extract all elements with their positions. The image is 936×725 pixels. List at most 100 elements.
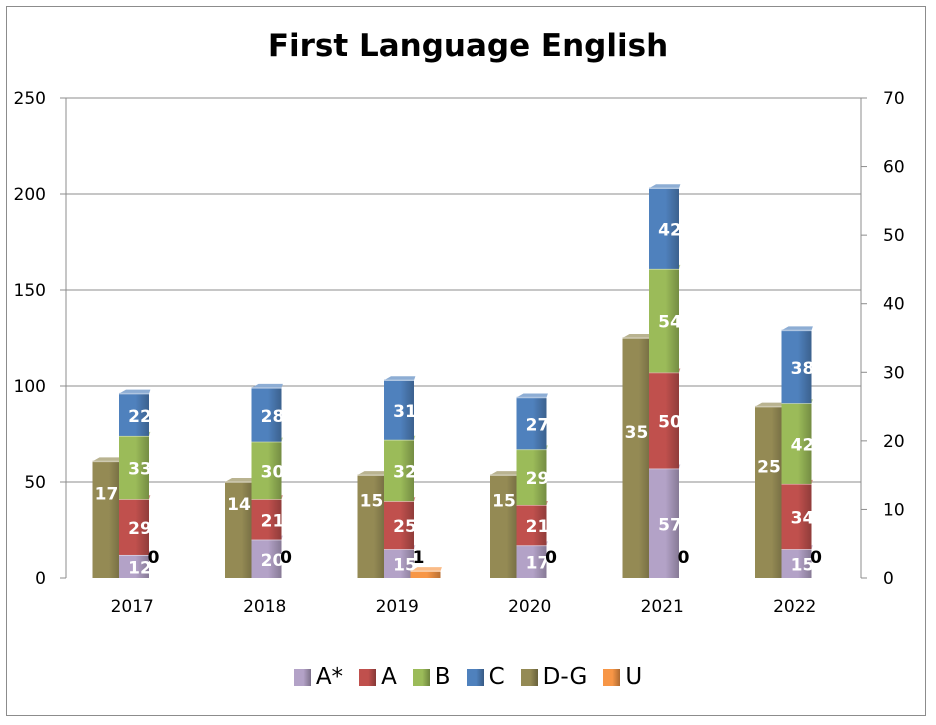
data-label-u: 0 [678, 548, 690, 568]
chart-frame [6, 6, 926, 716]
data-label-b: 29 [526, 469, 550, 489]
data-label-a: 50 [658, 413, 682, 433]
bar-dg [622, 334, 654, 578]
legend: A* A B C D-G U [0, 660, 936, 694]
data-label-dg: 17 [95, 485, 119, 505]
bar-u-face [410, 571, 441, 578]
data-label-dg: 25 [757, 457, 781, 477]
data-label-astar: 15 [393, 556, 417, 576]
bar-b-shade [268, 441, 282, 500]
bar-c-top [119, 389, 151, 394]
bar-b-shade [135, 435, 149, 500]
data-label-u: 0 [810, 548, 822, 568]
category-label: 2022 [773, 597, 816, 617]
right-tick-label: 50 [883, 226, 905, 246]
bar-c-shade [400, 380, 414, 440]
bar-astar-shade [798, 549, 812, 578]
data-label-c: 28 [261, 407, 285, 427]
bar-astar-shade [268, 539, 282, 578]
data-label-b: 42 [791, 436, 815, 456]
data-label-astar: 17 [526, 554, 550, 574]
bar-dg-top [92, 457, 124, 462]
bar-b-shade [665, 268, 679, 373]
bar-c-shade [798, 330, 812, 404]
data-label-astar: 57 [658, 515, 682, 535]
bar-astar-shade [665, 468, 679, 578]
data-label-a: 29 [128, 519, 152, 539]
category-label: 2021 [641, 597, 684, 617]
bar-u-shade [427, 571, 441, 578]
bar-dg-top [225, 478, 257, 482]
legend-label: C [488, 664, 505, 690]
bar-c-shade [135, 393, 149, 436]
data-label-b: 33 [128, 460, 152, 480]
bar-c-shade [533, 397, 547, 450]
right-tick-label: 60 [883, 158, 905, 178]
bar-b-shade [400, 439, 414, 502]
right-tick-label: 40 [883, 295, 905, 315]
bar-c [649, 184, 681, 269]
legend-entry: A [359, 664, 397, 690]
bar-c [781, 326, 813, 404]
bar-a-shade [268, 499, 282, 540]
data-label-dg: 14 [227, 495, 251, 515]
legend-entry: D-G [520, 664, 587, 690]
bar-c [251, 383, 283, 442]
data-label-a: 25 [393, 517, 417, 537]
data-label-u: 0 [280, 548, 292, 568]
data-label-u: 1 [413, 548, 425, 568]
legend-entry: U [603, 664, 642, 690]
right-tick-label: 0 [883, 569, 894, 589]
data-label-c: 38 [791, 359, 815, 379]
data-label-c: 42 [658, 221, 682, 241]
data-label-a: 21 [526, 517, 550, 537]
legend-swatch [466, 668, 484, 686]
chart-title: First Language English [267, 28, 669, 64]
legend-label: A [381, 664, 397, 690]
left-tick-label: 250 [14, 89, 46, 109]
data-label-astar: 20 [261, 551, 285, 571]
bar-a-shade [135, 499, 149, 555]
data-label-c: 31 [393, 402, 417, 422]
data-label-c: 27 [526, 415, 550, 435]
left-tick-label: 150 [14, 281, 46, 301]
bar-astar [649, 464, 681, 578]
left-tick-label: 0 [35, 569, 46, 589]
bar-c-top [649, 184, 681, 189]
right-tick-label: 10 [883, 500, 905, 520]
bar-a-shade [533, 505, 547, 546]
bar-a-shade [798, 483, 812, 550]
data-label-u: 0 [148, 548, 160, 568]
category-label: 2017 [111, 597, 154, 617]
data-label-c: 22 [128, 407, 152, 427]
bar-dg-top [755, 402, 787, 407]
bar-dg [490, 471, 522, 578]
bar-c-shade [665, 188, 679, 269]
bar-astar-shade [533, 545, 547, 578]
bar-c-top [251, 383, 283, 388]
data-label-a: 34 [791, 509, 815, 529]
legend-entry: A* [293, 664, 343, 690]
category-label: 2020 [508, 597, 551, 617]
data-label-b: 30 [261, 462, 285, 482]
right-tick-label: 20 [883, 432, 905, 452]
legend-swatch [359, 668, 377, 686]
right-tick-label: 70 [883, 89, 905, 109]
bar-dg-top [622, 334, 654, 338]
legend-entry: C [466, 664, 505, 690]
legend-swatch [412, 668, 430, 686]
bar-c-top [781, 326, 813, 331]
data-label-u: 0 [545, 548, 557, 568]
legend-entry: B [412, 664, 451, 690]
legend-label: B [434, 664, 451, 690]
bar-c [119, 389, 151, 436]
bar-a [384, 497, 416, 550]
data-label-a: 21 [261, 511, 285, 531]
data-label-dg: 15 [492, 492, 516, 512]
bar-dg [755, 402, 787, 578]
left-tick-label: 100 [14, 377, 46, 397]
right-tick-label: 30 [883, 363, 905, 383]
bar-b [384, 435, 416, 502]
data-label-dg: 15 [360, 492, 384, 512]
bar-dg-top [490, 471, 522, 476]
